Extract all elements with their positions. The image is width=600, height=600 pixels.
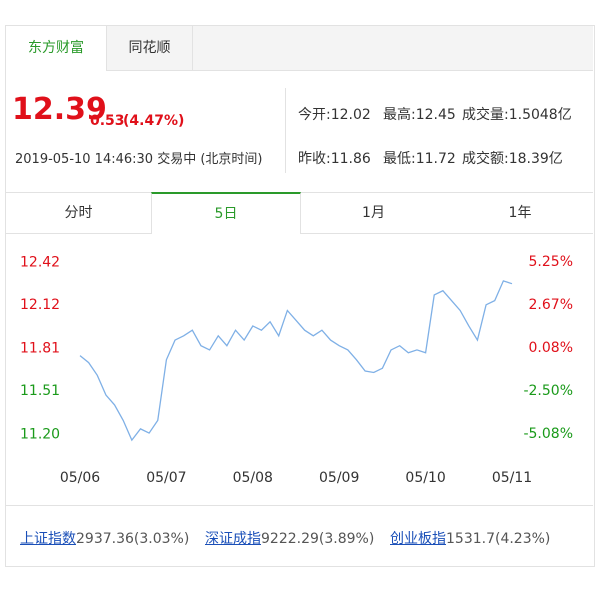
x-tick-label: 05/07 bbox=[146, 470, 186, 486]
index-value: 2937.36(3.03%) bbox=[76, 531, 190, 547]
y2-tick-label: -2.50% bbox=[523, 383, 573, 399]
stat: 成交额:18.39亿 bbox=[462, 151, 563, 167]
index-value: 1531.7(4.23%) bbox=[446, 531, 551, 547]
tab[interactable]: 同花顺 bbox=[107, 26, 193, 70]
price: 12.39 bbox=[12, 92, 107, 127]
x-tick-label: 05/10 bbox=[405, 470, 445, 486]
stat: 昨收:11.86 bbox=[298, 151, 371, 167]
index-name[interactable]: 上证指数 bbox=[20, 531, 76, 547]
y2-tick-label: 0.08% bbox=[529, 340, 573, 356]
y-tick-label: 11.81 bbox=[20, 341, 60, 357]
x-tick-label: 05/08 bbox=[233, 470, 273, 486]
stat: 最低:11.72 bbox=[383, 151, 456, 167]
index-value: 9222.29(3.89%) bbox=[261, 531, 375, 547]
divider bbox=[285, 88, 286, 173]
y2-tick-label: 5.25% bbox=[529, 254, 573, 270]
period-tab[interactable]: 分时 bbox=[64, 205, 93, 221]
index-name[interactable]: 深证成指 bbox=[205, 531, 261, 547]
tab[interactable]: 东方财富 bbox=[6, 26, 107, 71]
y-tick-label: 11.20 bbox=[20, 426, 60, 442]
x-tick-label: 05/09 bbox=[319, 470, 359, 486]
y2-tick-label: -5.08% bbox=[523, 426, 573, 442]
y-tick-label: 11.51 bbox=[20, 383, 60, 399]
y-tick-label: 12.42 bbox=[20, 255, 60, 271]
y2-tick-label: 2.67% bbox=[529, 297, 573, 313]
change-pct: (4.47%) bbox=[123, 113, 185, 129]
stat: 成交量:1.5048亿 bbox=[462, 107, 572, 123]
index: 上证指数2937.36(3.03%) bbox=[20, 528, 189, 548]
widget bbox=[5, 25, 595, 567]
index-name[interactable]: 创业板指 bbox=[390, 531, 446, 547]
stat: 今开:12.02 bbox=[298, 107, 371, 123]
period-tab[interactable]: 1月 bbox=[362, 205, 385, 221]
period-tab[interactable]: 5日 bbox=[151, 192, 301, 234]
x-tick-label: 05/11 bbox=[492, 470, 532, 486]
time: 2019-05-10 14:46:30 交易中 (北京时间) bbox=[15, 152, 263, 167]
y-tick-label: 12.12 bbox=[20, 297, 60, 313]
index: 创业板指1531.7(4.23%) bbox=[390, 528, 550, 548]
divider bbox=[6, 505, 593, 506]
chart: 11.20 11.51 11.81 12.12 12.42 -5.08% -2.50% 0.0… bbox=[20, 254, 573, 486]
period-tab[interactable]: 1年 bbox=[508, 205, 532, 221]
price-line bbox=[79, 280, 513, 442]
index: 深证成指9222.29(3.89%) bbox=[205, 528, 374, 548]
x-tick-label: 05/06 bbox=[60, 470, 100, 486]
stat: 最高:12.45 bbox=[383, 107, 456, 123]
change: 0.53 bbox=[90, 113, 125, 129]
